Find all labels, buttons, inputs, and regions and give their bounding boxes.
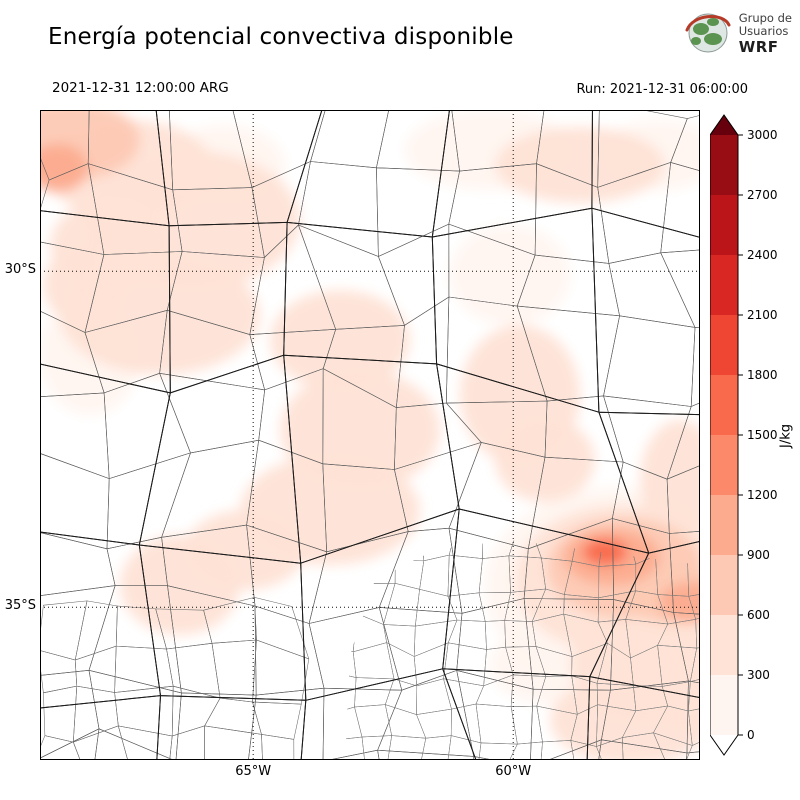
run-time-label: Run: 2021-12-31 06:00:00	[576, 82, 748, 97]
svg-text:0: 0	[747, 728, 755, 742]
lat-tick-label: 35°S	[4, 598, 36, 614]
sw-department-boundaries	[40, 597, 310, 760]
svg-text:2400: 2400	[747, 248, 778, 262]
svg-text:900: 900	[747, 548, 770, 562]
colorbar-tick-labels: 0 300 600 900 1200 1500 1800 2100 2400 2700 3000	[738, 128, 778, 742]
map-canvas	[40, 110, 700, 760]
colorbar: 0 300 600 900 1200 1500 1800 2100 2400 2700 3000	[710, 114, 778, 756]
svg-text:3000: 3000	[747, 128, 778, 142]
colorbar-segments	[710, 135, 738, 735]
colorbar-unit-label: J/kg	[778, 424, 794, 448]
svg-text:2700: 2700	[747, 188, 778, 202]
svg-text:2100: 2100	[747, 308, 778, 322]
wrf-logo: Grupo de Usuarios WRF	[684, 8, 792, 60]
lon-tick-label: 60°W	[495, 764, 532, 779]
svg-text:1500: 1500	[747, 428, 778, 442]
logo-line-1: Grupo de	[738, 11, 792, 26]
page-title: Energía potencial convectiva disponible	[48, 24, 514, 50]
svg-text:600: 600	[747, 608, 770, 622]
map-layers	[40, 110, 700, 760]
valid-time-label: 2021-12-31 12:00:00 ARG	[52, 80, 229, 96]
graticule-layer	[40, 110, 700, 760]
cape-shading-layer	[40, 110, 700, 760]
globe-icon	[684, 8, 732, 60]
lat-tick-label: 30°S	[4, 262, 36, 278]
department-boundaries-layer	[40, 110, 700, 760]
svg-text:1200: 1200	[747, 488, 778, 502]
logo-text: Grupo de Usuarios WRF	[738, 11, 792, 56]
lon-tick-label: 65°W	[235, 764, 272, 779]
logo-line-2: Usuarios	[738, 24, 789, 39]
logo-line-3: WRF	[738, 37, 779, 56]
svg-text:300: 300	[747, 668, 770, 682]
province-boundaries-layer	[40, 110, 700, 760]
svg-text:1800: 1800	[747, 368, 778, 382]
